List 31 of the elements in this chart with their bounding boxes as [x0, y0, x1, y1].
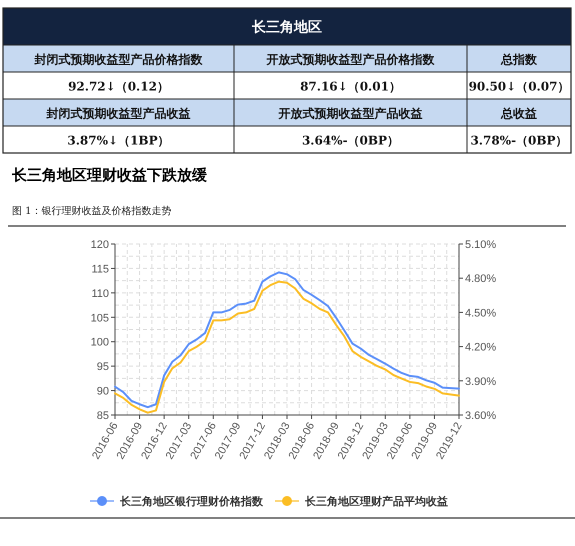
y-tick-label: 100 — [90, 336, 109, 349]
text: 总指数 — [500, 52, 538, 66]
text: 92.72↓（0.12） — [68, 80, 169, 94]
text: 长三角地区 — [251, 20, 322, 36]
chart-subtitle: 图 1：银行理财收益及价格指数走势 — [12, 205, 172, 217]
y-tick-label: 90 — [96, 386, 109, 398]
y2-tick-label: 4.80% — [465, 273, 496, 286]
y-tick-label: 105 — [90, 312, 109, 324]
y2-tick-label: 4.20% — [465, 342, 496, 354]
y-tick-label: 115 — [91, 263, 109, 276]
text: 总收益 — [500, 106, 537, 120]
y2-tick-label: 3.90% — [465, 376, 496, 388]
chart-title: 长三角地区理财收益下跌放缓 — [11, 166, 208, 184]
text: 90.50↓（0.07） — [468, 80, 570, 94]
text: 3.87%↓（1BP） — [67, 134, 170, 148]
text: 3.78%-（0BP） — [470, 134, 568, 148]
legend-label: 长三角地区理财产品平均收益 — [304, 495, 448, 508]
text: 封闭式预期收益型产品收益 — [46, 106, 190, 120]
text: 开放式预期收益型产品价格指数 — [266, 52, 436, 66]
text: 开放式预期收益型产品收益 — [278, 106, 422, 120]
y-tick-label: 110 — [91, 288, 109, 300]
text: 87.16↓（0.01） — [300, 80, 401, 94]
y2-tick-label: 4.50% — [465, 307, 496, 320]
y2-tick-label: 3.60% — [465, 410, 496, 422]
text: 3.64%-（0BP） — [302, 134, 400, 148]
text: 封闭式预期收益型产品价格指数 — [34, 52, 204, 66]
y2-tick-label: 5.10% — [465, 239, 496, 251]
y-tick-label: 120 — [90, 239, 109, 251]
y-tick-label: 85 — [96, 410, 109, 422]
y-tick-label: 95 — [96, 361, 109, 374]
legend-label: 长三角地区银行理财价格指数 — [119, 495, 264, 508]
